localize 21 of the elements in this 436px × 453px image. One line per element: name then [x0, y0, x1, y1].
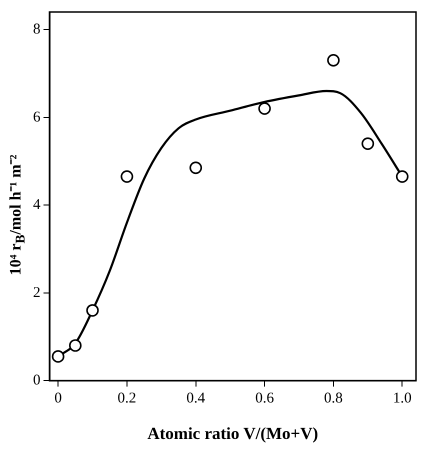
- point: [258, 102, 271, 115]
- point: [327, 54, 340, 67]
- y-tick-label: 0: [33, 372, 40, 389]
- y-tick-label: 6: [33, 109, 41, 126]
- x-tick-label: 0.4: [186, 390, 206, 407]
- point: [362, 137, 374, 150]
- x-tick-label: 0.6: [255, 390, 274, 407]
- x-axis-title: Atomic ratio V/(Mo+V): [147, 424, 318, 444]
- point: [52, 350, 64, 363]
- x-tick-label: 0.8: [324, 390, 343, 407]
- point: [189, 161, 202, 174]
- point: [396, 170, 409, 183]
- x-tick-label: 1.0: [392, 390, 412, 407]
- y-tick-label: 8: [33, 21, 40, 38]
- point: [69, 339, 82, 352]
- x-tick-label: 0: [54, 390, 62, 407]
- point: [120, 170, 134, 183]
- x-tick-label: 0.2: [118, 390, 136, 407]
- point: [86, 304, 99, 317]
- y-tick-label: 2: [33, 284, 40, 301]
- y-tick-label: 4: [33, 197, 41, 214]
